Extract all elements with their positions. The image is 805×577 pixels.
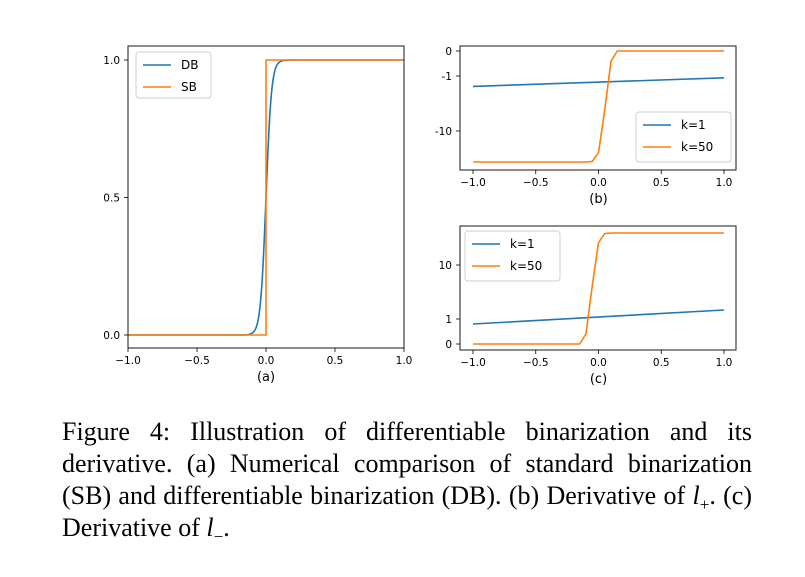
legend-label: SB [181,80,197,94]
y-tick-label: -1 [442,71,452,83]
y-tick-label: -10 [435,126,452,138]
y-tick-label: 1.0 [103,55,120,67]
caption-text-middle: . (c) Derivative of [62,481,752,542]
x-tick-label: 0.5 [653,357,670,369]
legend-label: k=50 [681,140,713,154]
caption-l-minus: l [206,513,214,542]
y-tick-label: 1 [445,314,452,326]
y-tick-label: 0.0 [103,330,120,342]
x-tick-label: 0.0 [590,177,607,189]
x-tick-label: 0.5 [653,177,670,189]
x-tick-label: 1.0 [396,355,413,367]
panel-subtitle-b: (b) [589,192,607,207]
caption-text-end: . [223,513,230,542]
y-tick-label: 10 [439,260,452,272]
series-line-b-k50 [473,50,724,163]
series-line-a-sb [128,59,404,336]
x-tick-label: 0.0 [590,357,607,369]
series-line-c-k1 [472,309,725,325]
x-tick-label: 0.0 [258,355,275,367]
chart-panel-c: −1.0 −0.5 0.0 0.5 1.0 0 1 10 (c) k=1 k=50 [439,225,737,387]
x-tick-label: −1.0 [460,357,486,369]
y-tick-label: 0.5 [103,193,120,205]
x-tick-label: −1.0 [460,177,486,189]
figure-caption: Figure 4: Illustration of differentiable… [62,416,752,547]
plot-frame-c [459,225,737,351]
panel-subtitle-a: (a) [257,370,275,385]
x-tick-label: −0.5 [184,355,210,367]
legend-label: k=50 [510,259,542,273]
legend-label: DB [181,58,198,72]
chart-panel-b: −1.0 −0.5 0.0 0.5 1.0 0 -1 -10 (b) k=1 k=50 [435,45,737,207]
legend-label: k=1 [510,237,535,251]
x-tick-label: −0.5 [523,177,549,189]
y-tick-label: 0 [445,339,452,351]
legend-label: k=1 [681,118,706,132]
x-tick-label: 1.0 [716,357,733,369]
caption-plus-subscript: + [699,495,710,515]
series-line-b-k1 [472,77,725,88]
legend-a: DB SB [135,51,212,99]
caption-l-plus: l [692,481,700,510]
legend-c: k=1 k=50 [464,230,561,282]
series-line-c-k50 [473,232,724,345]
x-tick-label: 1.0 [716,177,733,189]
y-tick-label: 0 [445,46,452,58]
panel-subtitle-c: (c) [590,372,607,387]
legend-b: k=1 k=50 [635,111,732,163]
plot-frame-b [459,45,737,171]
x-tick-label: −0.5 [523,357,549,369]
chart-panel-a: −1.0 −0.5 0.0 0.5 1.0 0.0 0.5 1.0 (a) DB SB [103,45,413,385]
caption-text: Figure 4: Illustration of differentiable… [62,417,752,510]
caption-minus-subscript: − [213,527,224,547]
legend-box [135,51,212,99]
x-tick-label: −1.0 [115,355,141,367]
x-tick-label: 0.5 [327,355,344,367]
figure: −1.0 −0.5 0.0 0.5 1.0 0.0 0.5 1.0 (a) DB SB −1.0 −0.… [103,45,737,387]
